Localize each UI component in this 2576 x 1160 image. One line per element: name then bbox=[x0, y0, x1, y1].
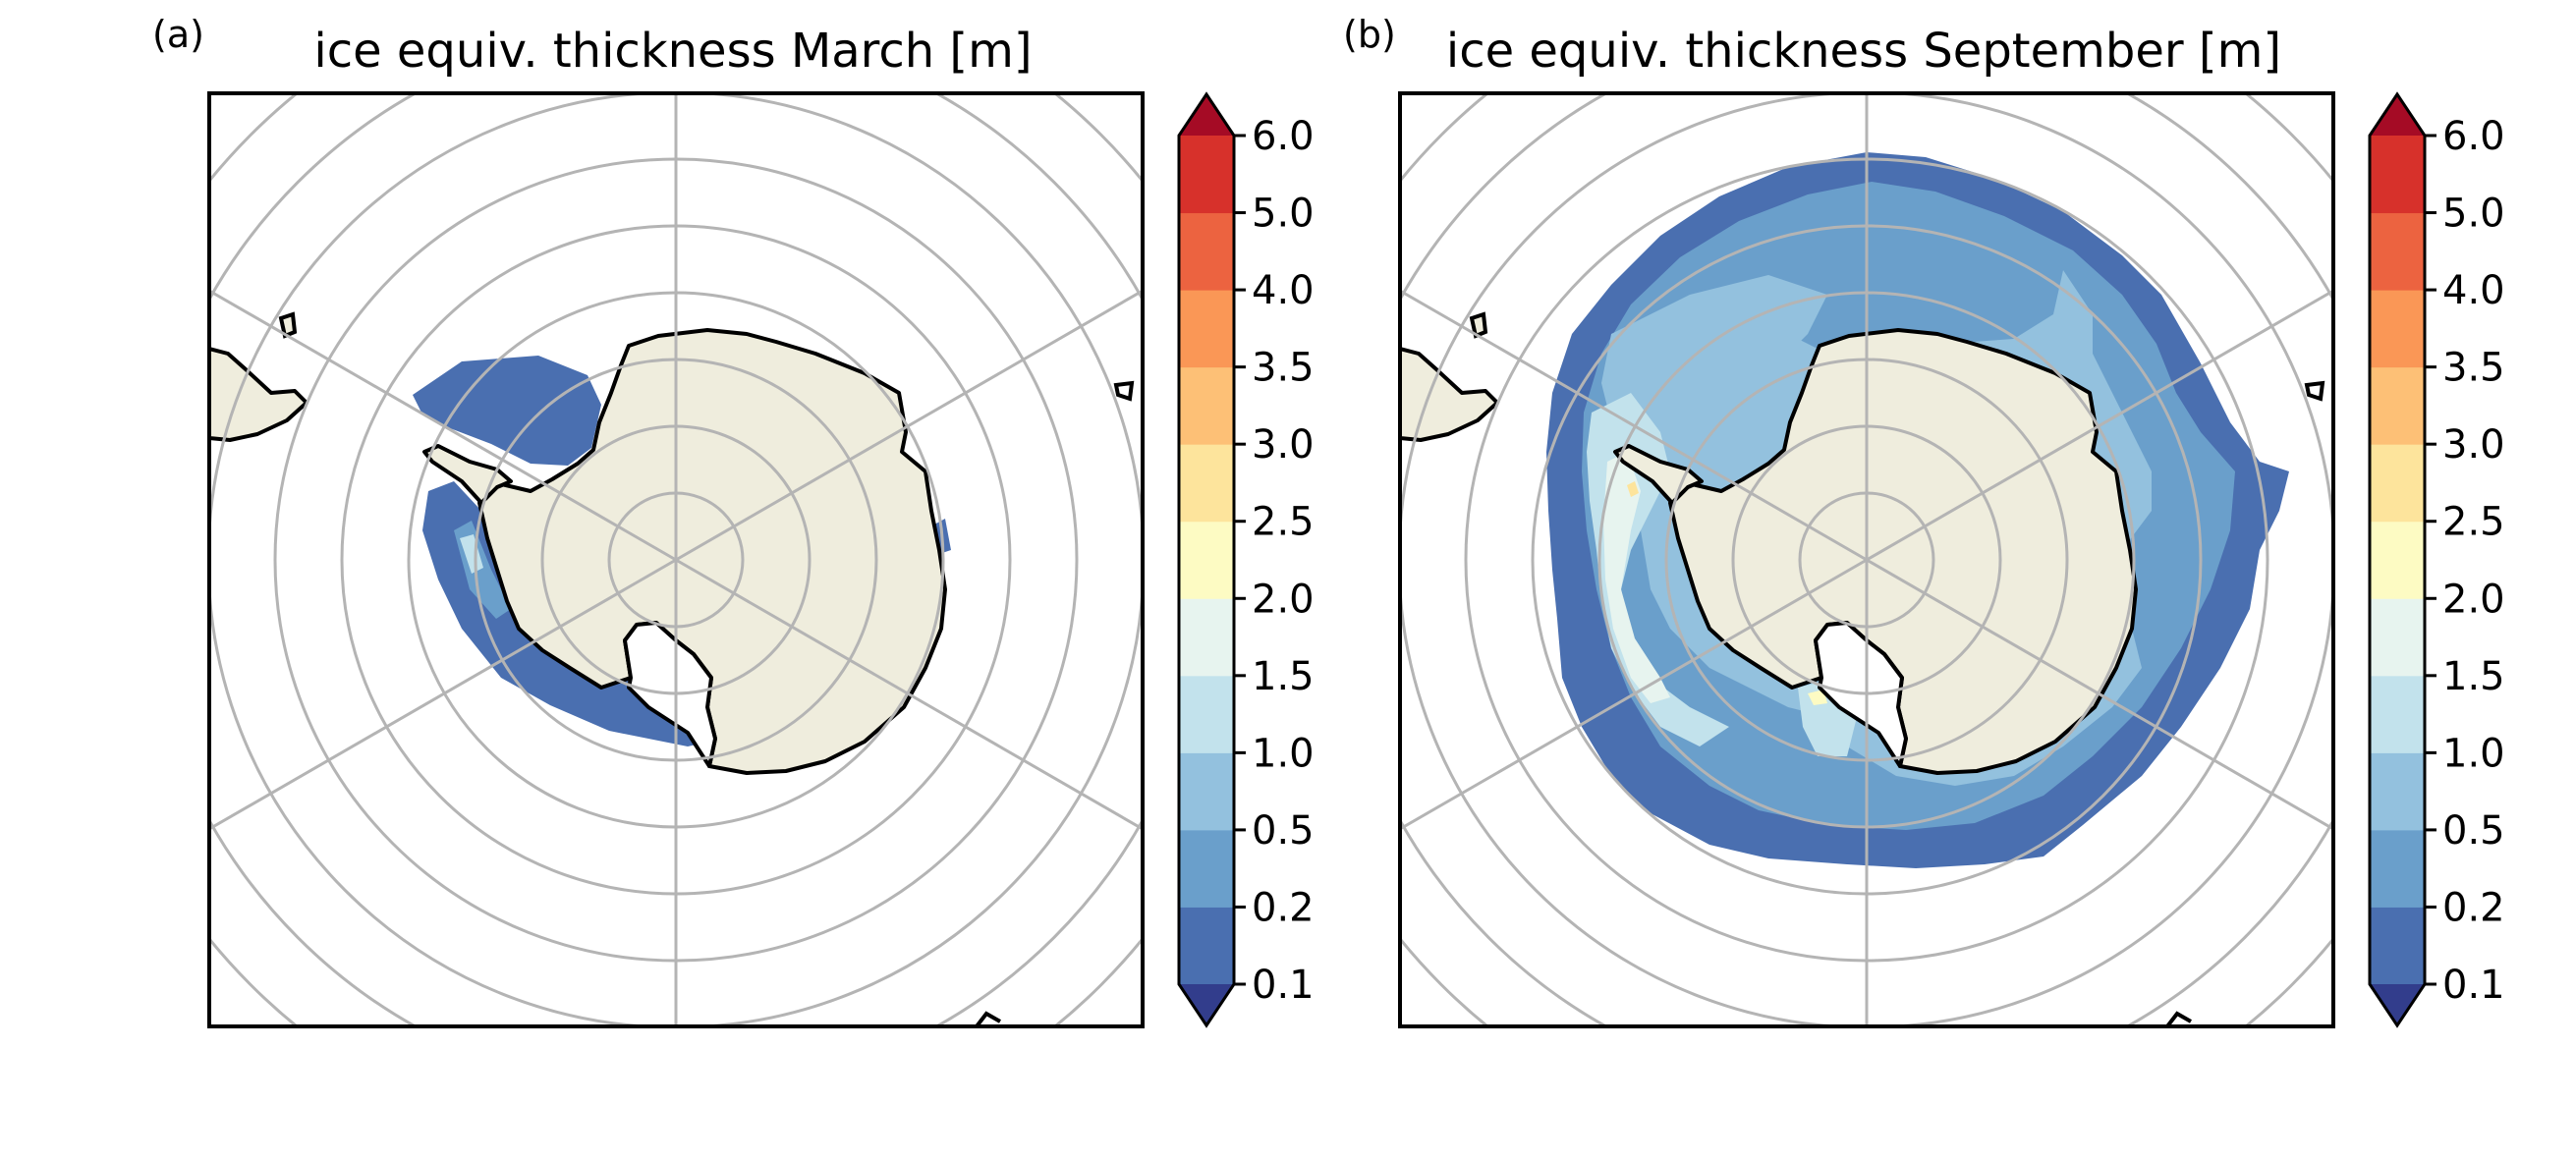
colorbar-b-tick-label: 0.5 bbox=[2442, 808, 2505, 854]
colorbar-a-over-arrow bbox=[1179, 94, 1234, 136]
colorbar-b-tick-label: 0.1 bbox=[2442, 963, 2505, 1008]
colorbar-a-tick-label: 1.0 bbox=[1252, 731, 1315, 776]
ice-yellow-b bbox=[1808, 690, 1827, 705]
colorbar-a-tick-label: 2.0 bbox=[1252, 577, 1315, 622]
colorbar-b-tick-label: 3.5 bbox=[2442, 346, 2505, 391]
colorbar-a-bin-5 bbox=[1179, 521, 1234, 599]
colorbar-b-tick-label: 5.0 bbox=[2442, 192, 2505, 237]
ice-orange-b bbox=[1627, 481, 1639, 497]
colorbar-b-tick-label: 1.0 bbox=[2442, 731, 2505, 776]
panel-a: (a) ice equiv. thickness March [m] bbox=[152, 13, 1315, 1028]
panel-b-frame bbox=[1398, 91, 2335, 1028]
colorbar-a-bin-9 bbox=[1179, 212, 1234, 291]
falklands-b bbox=[1469, 311, 1488, 339]
colorbar-b-under-arrow bbox=[2370, 984, 2425, 1025]
colorbar-a-bin-10 bbox=[1179, 136, 1234, 214]
colorbar-a-bin-0 bbox=[1179, 907, 1234, 985]
colorbar-a-bin-8 bbox=[1179, 290, 1234, 368]
colorbar-b-bin-10 bbox=[2370, 136, 2425, 214]
colorbar-b-tick-label: 4.0 bbox=[2442, 268, 2505, 313]
colorbar-b-bin-5 bbox=[2370, 521, 2425, 599]
panel-b: (b) ice equiv. thickness September [m] bbox=[1343, 13, 2505, 1028]
colorbar-b-bin-8 bbox=[2370, 290, 2425, 368]
colorbar-b-bin-0 bbox=[2370, 907, 2425, 985]
panel-a-frame bbox=[207, 91, 1145, 1028]
colorbar-a-bin-6 bbox=[1179, 444, 1234, 523]
graticule-b bbox=[1400, 93, 2333, 1026]
colorbar-b-bin-3 bbox=[2370, 675, 2425, 753]
panel-b-letter: (b) bbox=[1343, 13, 1396, 56]
ice-thick-b2 bbox=[1603, 452, 1670, 703]
panel-a-map bbox=[209, 93, 1143, 1026]
falklands-a bbox=[278, 311, 298, 339]
panel-b-map bbox=[1400, 93, 2333, 1026]
colorbar-a-tick-label: 3.0 bbox=[1252, 422, 1315, 468]
colorbar-b-over-arrow bbox=[2370, 94, 2425, 136]
colorbar-a-tick-label: 5.0 bbox=[1252, 192, 1315, 237]
colorbar-a-tick-label: 3.5 bbox=[1252, 346, 1315, 391]
panel-b-colorbar: 0.1 0.2 0.5 1.0 1.5 2.0 2.5 3.0 3.5 4.0 5.0 6.0 bbox=[2368, 91, 2505, 1028]
colorbar-a-tick-label: 0.5 bbox=[1252, 808, 1315, 854]
colorbar-a-tick-label: 4.0 bbox=[1252, 268, 1315, 313]
ice-thick-a bbox=[460, 534, 483, 574]
colorbar-a-bin-7 bbox=[1179, 366, 1234, 445]
colorbar-b-bin-6 bbox=[2370, 444, 2425, 523]
south-america-a bbox=[209, 347, 308, 442]
panel-a-title: ice equiv. thickness March [m] bbox=[313, 24, 1032, 79]
colorbar-b-bin-4 bbox=[2370, 598, 2425, 677]
colorbar-a-bin-1 bbox=[1179, 829, 1234, 908]
south-america-b bbox=[1400, 347, 1499, 442]
colorbar-a-tick-label: 0.1 bbox=[1252, 963, 1315, 1008]
panel-a-colorbar: 0.1 0.2 0.5 1.0 1.5 2.0 2.5 3.0 3.5 4.0 5.0 6.0 bbox=[1177, 91, 1315, 1028]
colorbar-b-bin-1 bbox=[2370, 829, 2425, 908]
colorbar-a-bin-4 bbox=[1179, 598, 1234, 677]
colorbar-a-bin-3 bbox=[1179, 675, 1234, 753]
colorbar-b-tick-label: 3.0 bbox=[2442, 422, 2505, 468]
panel-a-letter: (a) bbox=[152, 13, 204, 56]
island-south-b bbox=[2165, 1011, 2192, 1026]
colorbar-a-tick-label: 0.2 bbox=[1252, 885, 1315, 930]
island-east-b bbox=[2304, 380, 2325, 402]
colorbar-b-tick-label: 6.0 bbox=[2442, 114, 2505, 159]
colorbar-b-bin-2 bbox=[2370, 752, 2425, 831]
colorbar-a-bin-2 bbox=[1179, 752, 1234, 831]
ice-weddell-a bbox=[413, 356, 601, 466]
colorbar-a-tick-label: 2.5 bbox=[1252, 500, 1315, 545]
colorbar-b-bin-7 bbox=[2370, 366, 2425, 445]
colorbar-a-under-arrow bbox=[1179, 984, 1234, 1025]
graticule-a bbox=[209, 93, 1143, 1026]
island-east-a bbox=[1113, 380, 1135, 402]
island-south-a bbox=[975, 1011, 1001, 1026]
colorbar-b-tick-label: 2.0 bbox=[2442, 577, 2505, 622]
colorbar-b-tick-label: 0.2 bbox=[2442, 885, 2505, 930]
panel-b-title: ice equiv. thickness September [m] bbox=[1446, 24, 2281, 79]
colorbar-b-tick-label: 1.5 bbox=[2442, 654, 2505, 699]
colorbar-b-bin-9 bbox=[2370, 212, 2425, 291]
colorbar-a-tick-label: 1.5 bbox=[1252, 654, 1315, 699]
colorbar-a-tick-label: 6.0 bbox=[1252, 114, 1315, 159]
colorbar-b-tick-label: 2.5 bbox=[2442, 500, 2505, 545]
